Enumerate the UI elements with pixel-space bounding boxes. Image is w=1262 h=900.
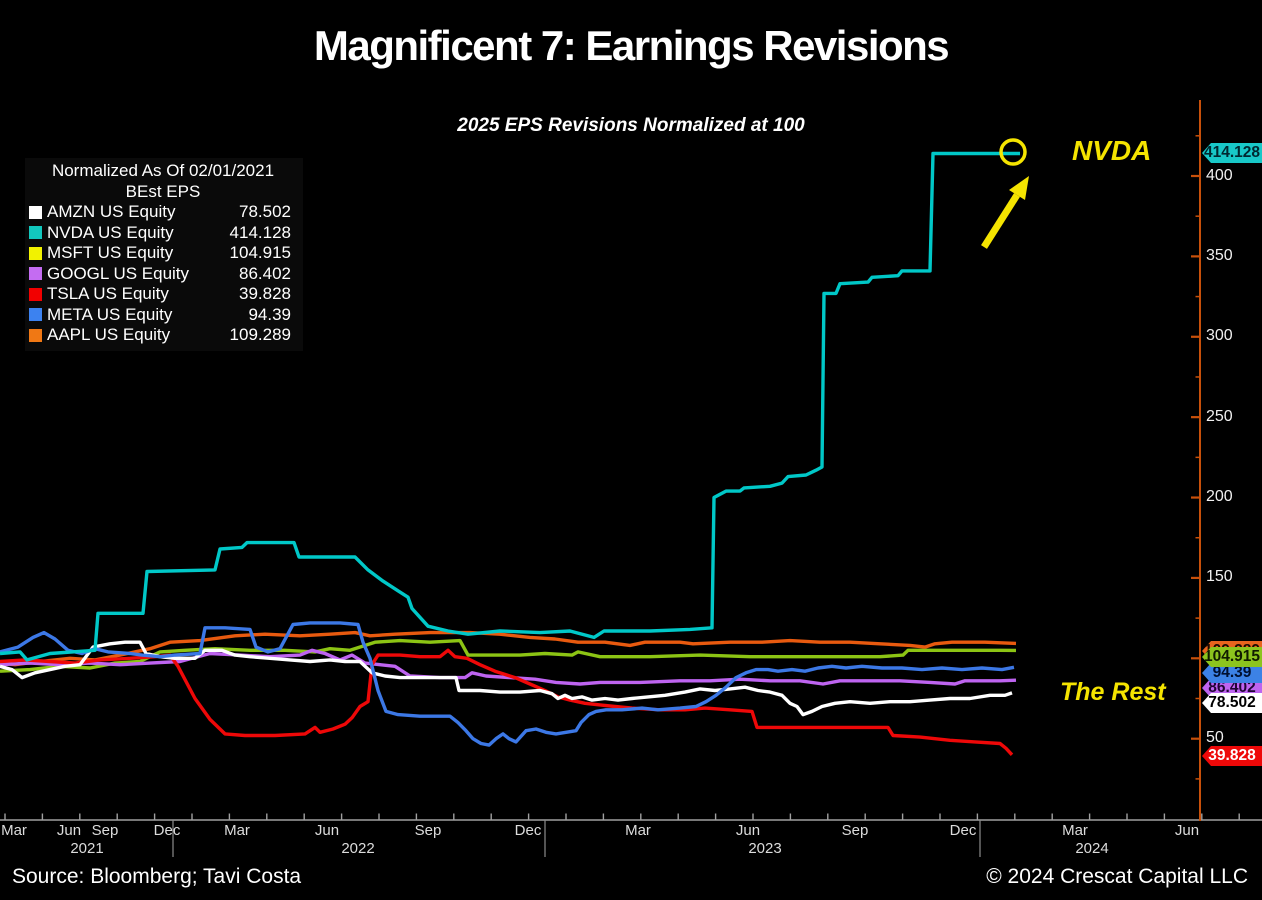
x-axis-month-label: Mar: [224, 822, 250, 839]
legend-swatch-icon: [29, 267, 42, 281]
y-axis-tick-label: 400: [1206, 166, 1233, 184]
legend-value: 104.915: [229, 243, 291, 262]
legend-value: 39.828: [239, 284, 291, 303]
copyright-notice: © 2024 Crescat Capital LLC: [986, 865, 1248, 888]
price-tag-39.828: 39.828: [1202, 746, 1262, 766]
y-axis-tick-label: 150: [1206, 568, 1233, 586]
legend-row-googl: GOOGL US Equity 86.402: [29, 264, 297, 285]
nvda-arrow-shaft: [981, 193, 1020, 249]
legend-header-normalized: Normalized As Of 02/01/2021: [51, 161, 275, 180]
nvda-arrow-head: [1009, 176, 1029, 200]
x-axis-month-label: Jun: [735, 822, 761, 839]
legend-swatch-icon: [29, 308, 42, 322]
x-axis-month-label: Jun: [314, 822, 340, 839]
legend-swatch-icon: [29, 246, 42, 260]
legend-rows: AMZN US Equity 78.502 NVDA US Equity 414.12…: [29, 202, 297, 346]
x-axis-year-label: 2022: [341, 840, 375, 857]
legend-ticker-label: AAPL US Equity: [47, 325, 171, 344]
y-axis-tick-label: 300: [1206, 327, 1233, 345]
legend-value: 78.502: [239, 202, 291, 221]
x-axis-month-label: Sep: [414, 822, 442, 839]
legend-swatch-icon: [29, 328, 42, 342]
x-axis-month-label: Mar: [1, 822, 27, 839]
legend-row-meta: META US Equity 94.39: [29, 305, 297, 326]
price-tag-414.128: 414.128: [1202, 143, 1262, 163]
legend-row-amzn: AMZN US Equity 78.502: [29, 202, 297, 223]
series-line-nvda: [0, 151, 1020, 662]
legend-swatch-icon: [29, 205, 42, 219]
series-line-meta: [0, 621, 1015, 747]
legend-ticker-label: GOOGL US Equity: [47, 263, 190, 283]
series-line-googl: [0, 648, 1017, 686]
y-axis-tick-label: 250: [1206, 407, 1233, 425]
chart-subtitle: 2025 EPS Revisions Normalized at 100: [457, 115, 805, 136]
legend-value: 86.402: [239, 263, 291, 283]
series-line-aapl: [0, 630, 1017, 667]
x-axis-month-label: Dec: [514, 822, 542, 839]
y-axis-tick-label: 50: [1206, 729, 1224, 747]
legend-swatch-icon: [29, 287, 42, 301]
x-axis-month-label: Sep: [841, 822, 869, 839]
legend-row-msft: MSFT US Equity 104.915: [29, 243, 297, 264]
legend-row-tsla: TSLA US Equity 39.828: [29, 284, 297, 305]
legend-swatch-icon: [29, 226, 42, 240]
legend-ticker-label: AMZN US Equity: [47, 202, 176, 221]
x-axis-month-label: Jun: [1174, 822, 1200, 839]
x-axis-month-label: Mar: [1062, 822, 1088, 839]
nvda-highlight-circle: [999, 138, 1027, 166]
the-rest-annotation-label: The Rest: [1060, 678, 1166, 706]
legend-ticker-label: MSFT US Equity: [47, 243, 174, 262]
page-title: Magnificent 7: Earnings Revisions: [313, 22, 950, 69]
x-axis-year-label: 2023: [748, 840, 782, 857]
x-axis-year-label: 2021: [70, 840, 104, 857]
legend-ticker-label: TSLA US Equity: [47, 284, 169, 303]
legend-row-aapl: AAPL US Equity 109.289: [29, 325, 297, 346]
x-axis-month-label: Dec: [949, 822, 977, 839]
legend-header-best-eps: BEst EPS: [125, 181, 201, 201]
legend-value: 109.289: [229, 325, 291, 344]
legend-value: 414.128: [229, 222, 291, 242]
source-credit: Source: Bloomberg; Tavi Costa: [12, 865, 302, 888]
x-axis-month-label: Sep: [91, 822, 119, 839]
price-tag-78.502: 78.502: [1202, 693, 1262, 713]
price-tag-104.915: 104.915: [1202, 647, 1262, 667]
x-axis-month-label: Jun: [56, 822, 82, 839]
x-axis-month-label: Dec: [153, 822, 181, 839]
legend-row-nvda: NVDA US Equity 414.128: [29, 223, 297, 244]
legend-ticker-label: META US Equity: [47, 304, 173, 324]
legend-value: 94.39: [248, 304, 291, 324]
nvda-annotation-label: NVDA: [1072, 135, 1152, 166]
y-axis-tick-label: 200: [1206, 488, 1233, 506]
legend-box: Normalized As Of 02/01/2021 BEst EPS AMZ…: [25, 158, 303, 351]
legend-ticker-label: NVDA US Equity: [47, 222, 174, 242]
x-axis-month-label: Mar: [625, 822, 651, 839]
series-line-tsla: [0, 648, 1014, 756]
price-tag-94.39: 94.39: [1202, 663, 1262, 683]
x-axis-year-label: 2024: [1075, 840, 1109, 857]
y-axis-tick-label: 350: [1206, 246, 1233, 264]
